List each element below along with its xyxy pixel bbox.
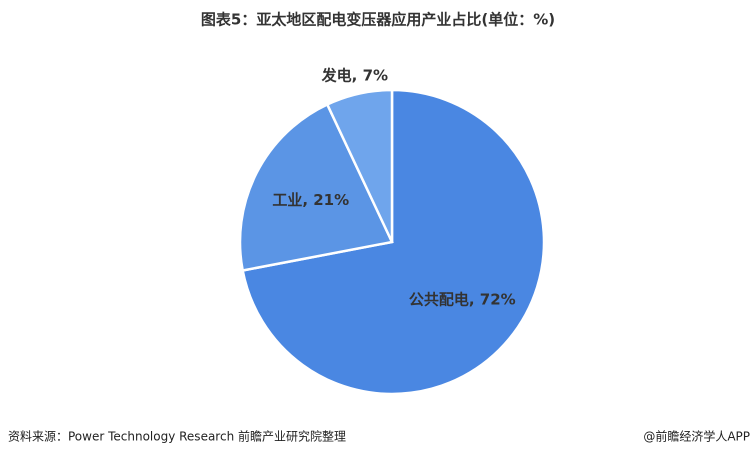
data-label: 公共配电, 72% [409,291,516,309]
source: 资料来源：Power Technology Research 前瞻产业研究院整理 [8,429,346,444]
data-label: 工业, 21% [272,191,349,209]
pie-slice [325,88,394,243]
pie: 公共配电, 72% 工业, 21% 发电, 7% [238,66,546,396]
chart-title: 图表5：亚太地区配电变压器应用产业占比(单位：%) [201,11,555,29]
credit: @前瞻经济学人APP [643,429,750,444]
data-label: 发电, 7% [321,66,388,84]
pie-slice [238,102,394,272]
